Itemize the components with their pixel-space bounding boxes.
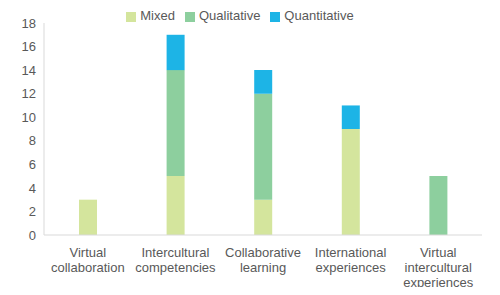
svg-text:8: 8 [29, 133, 36, 148]
svg-text:16: 16 [22, 39, 36, 54]
svg-text:Interculturalcompetencies: Interculturalcompetencies [135, 245, 216, 275]
svg-text:2: 2 [29, 204, 36, 219]
svg-text:14: 14 [22, 63, 36, 78]
svg-text:4: 4 [29, 181, 36, 196]
svg-text:Internationalexperiences: Internationalexperiences [315, 245, 387, 275]
svg-text:10: 10 [22, 110, 36, 125]
html-text:Mixed: Mixed [140, 8, 175, 23]
svg-text:6: 6 [29, 157, 36, 172]
html-text:Qualitative: Qualitative [198, 8, 261, 23]
svg-text:Virtualinterculturalexperience: Virtualinterculturalexperiences [403, 245, 474, 287]
svg-text:Virtualcollaboration: Virtualcollaboration [51, 245, 125, 275]
svg-text:18: 18 [22, 16, 36, 31]
html-text:Quantitative: Quantitative [284, 8, 354, 23]
svg-text:Collaborativelearning: Collaborativelearning [225, 245, 301, 275]
svg-text:12: 12 [22, 86, 36, 101]
svg-text:0: 0 [29, 228, 36, 243]
